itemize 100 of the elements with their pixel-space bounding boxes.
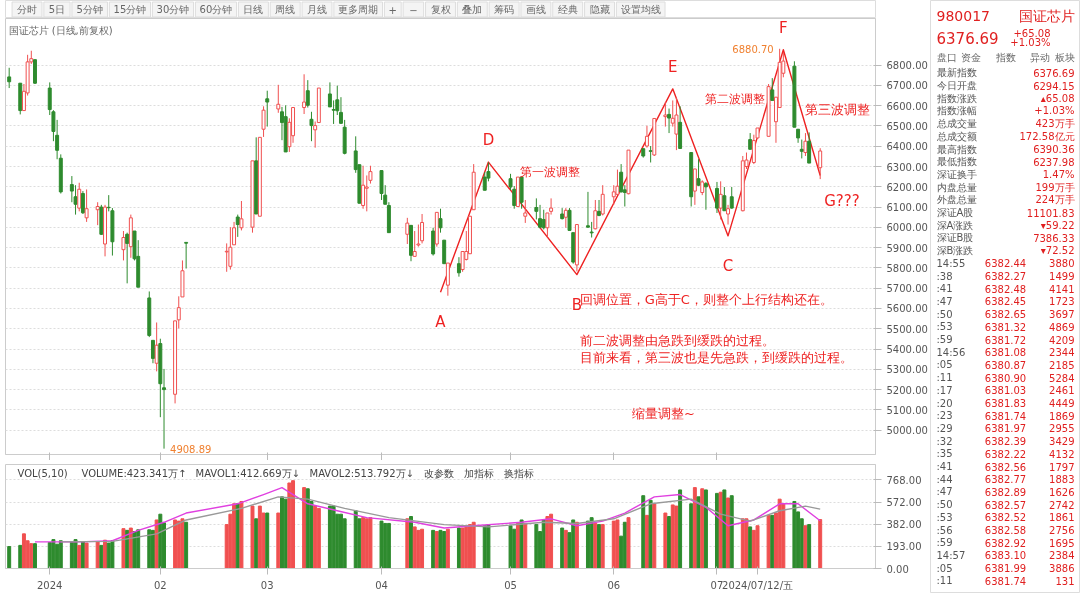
text: :50 6382.65 3697: [936, 308, 1075, 321]
annotation: 目前来看，第三波也是先急跌，到缓跌的过程。: [579, 350, 853, 366]
y-tick-label: 382.00: [886, 519, 922, 531]
annotation: C: [722, 256, 734, 275]
candlestick: [80, 190, 85, 215]
bar: [696, 496, 701, 569]
candlestick: [305, 79, 310, 109]
bar: [534, 524, 539, 569]
annotation: 第二波调整: [704, 91, 765, 106]
candlestick: [729, 186, 734, 210]
bar: [110, 540, 115, 569]
bar: [150, 529, 155, 569]
bar: [331, 505, 336, 569]
text: 分时: [17, 4, 38, 15]
bar: [287, 482, 292, 569]
x-tick-label: 04: [375, 579, 388, 591]
candlestick: [696, 158, 701, 187]
candlestick: [460, 251, 465, 273]
bar: [180, 518, 185, 569]
text: 月线: [307, 4, 328, 15]
candlestick: [523, 199, 528, 224]
y-tick-label: 5100.00: [886, 404, 928, 416]
y-tick-label: 6400.00: [886, 141, 928, 153]
bar: [84, 542, 89, 569]
candlestick: [770, 77, 775, 101]
bar: [641, 495, 646, 569]
x-tick-label: 07: [710, 579, 724, 591]
y-tick-label: 0.00: [886, 563, 909, 575]
x-tick-label: 03: [260, 579, 274, 591]
y-tick-label: 193.00: [886, 541, 922, 553]
y-tick-label: 5900.00: [886, 242, 928, 254]
bar: [593, 522, 598, 569]
bar: [291, 480, 296, 569]
text: 15分钟: [113, 4, 147, 15]
line-series: [60, 496, 821, 543]
x-tick-label: 06: [607, 579, 621, 591]
bar: [464, 525, 469, 569]
candlestick: [431, 227, 436, 257]
bar: [508, 525, 513, 569]
annotation: E: [668, 57, 678, 76]
text: 国证芯片 (日线,前复权): [8, 25, 113, 36]
text: 深A涨跌 ▾59.22: [936, 219, 1075, 231]
y-tick-label: 6100.00: [886, 202, 928, 214]
text: 今日开盘 6294.15: [936, 80, 1075, 92]
candlestick: [121, 230, 126, 261]
text: :35 6382.22 4132: [936, 448, 1075, 460]
text: −: [409, 4, 418, 16]
text: :05 6380.87 2185: [936, 359, 1075, 371]
text: 深证A股 11101.83: [936, 207, 1075, 219]
bar: [420, 528, 425, 569]
bar: [58, 540, 63, 569]
bar: [471, 521, 476, 569]
annotation: MAVOL1:412.669万↓: [195, 468, 300, 479]
candlestick: [276, 84, 281, 114]
bar: [729, 495, 734, 569]
annotation: 加指标: [463, 468, 494, 479]
candlestick: [416, 224, 421, 248]
y-tick-label: 5300.00: [886, 364, 928, 376]
bar: [29, 543, 34, 569]
bar: [409, 516, 413, 569]
candlestick: [265, 90, 270, 128]
candlestick: [412, 230, 417, 257]
annotation: 换指标: [503, 468, 534, 479]
bar: [416, 529, 421, 569]
bar: [33, 543, 37, 569]
y-tick-label: 6600.00: [886, 100, 928, 112]
y-tick-label: 5700.00: [886, 283, 928, 295]
bar: [715, 492, 719, 569]
text: 5分钟: [76, 4, 103, 15]
bar: [597, 524, 601, 569]
bar: [486, 524, 491, 569]
annotation: F: [779, 18, 788, 37]
candlestick: [445, 262, 450, 297]
candlestick: [818, 147, 823, 180]
annotation: 改参数: [423, 468, 454, 479]
text: 最新指数 6376.69: [936, 67, 1075, 79]
y-tick-label: 5000.00: [886, 425, 928, 437]
candlestick: [807, 131, 812, 164]
y-tick-label: 6700.00: [886, 80, 928, 92]
bar: [807, 524, 812, 569]
annotation: 前二波调整由急跌到缓跌的过程。: [579, 332, 775, 348]
candlestick: [663, 101, 668, 128]
candlestick: [420, 213, 425, 244]
text: 深证B股 7386.33: [936, 232, 1075, 244]
bar: [744, 518, 749, 569]
bar: [136, 529, 141, 569]
annotation: MAVOL2:513.792万↓: [309, 468, 414, 479]
bar: [512, 528, 517, 569]
bar: [254, 518, 259, 569]
text: +: [388, 4, 397, 16]
bar: [460, 527, 465, 569]
candlestick: [309, 111, 314, 142]
text: 内盘总量 199万手: [936, 181, 1075, 193]
bar: [523, 522, 528, 569]
bar: [644, 514, 649, 569]
text: 最低指数 6237.98: [936, 156, 1075, 168]
text: 更多周期: [338, 4, 379, 15]
candlestick: [405, 217, 410, 245]
y-tick-label: 5500.00: [886, 323, 928, 335]
candlestick: [361, 165, 366, 210]
